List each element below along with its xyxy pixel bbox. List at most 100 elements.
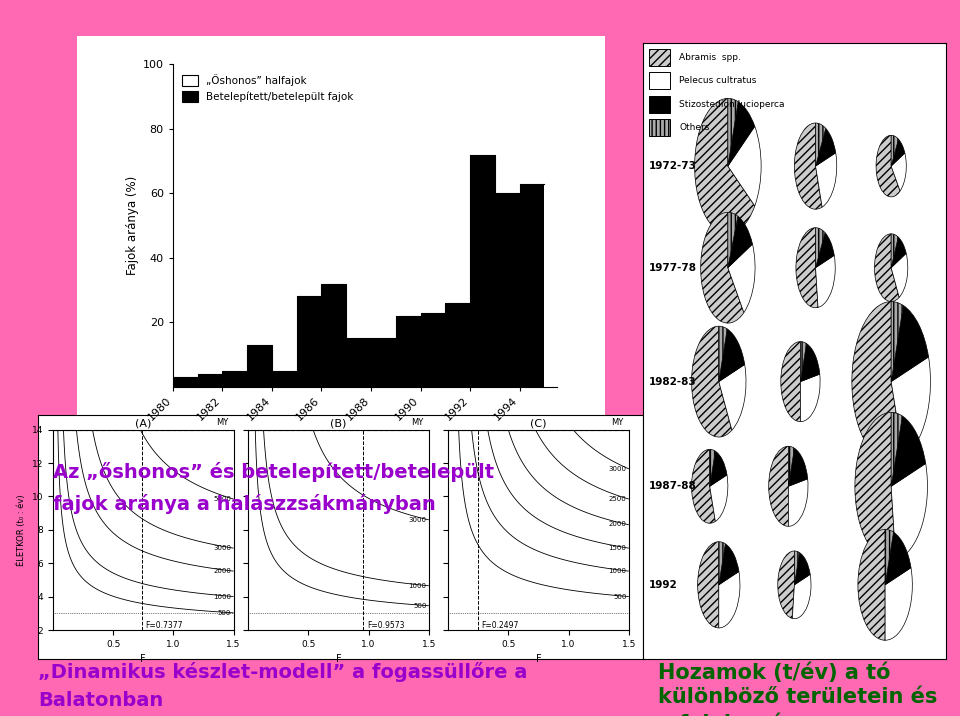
Wedge shape	[788, 479, 808, 526]
Wedge shape	[728, 216, 753, 268]
Text: Balatonban: Balatonban	[38, 691, 163, 710]
Text: 3000: 3000	[609, 466, 626, 472]
Text: MY: MY	[411, 417, 423, 427]
Text: MY: MY	[612, 417, 623, 427]
Wedge shape	[728, 102, 755, 166]
Wedge shape	[778, 551, 795, 619]
Wedge shape	[719, 326, 728, 382]
Wedge shape	[891, 463, 927, 560]
Wedge shape	[891, 237, 906, 268]
Wedge shape	[695, 98, 755, 234]
Wedge shape	[885, 529, 894, 585]
Wedge shape	[891, 253, 908, 297]
Wedge shape	[891, 139, 905, 166]
Wedge shape	[796, 228, 818, 308]
Wedge shape	[719, 364, 746, 430]
Y-axis label: Fajok aránya (%): Fajok aránya (%)	[126, 176, 138, 275]
Text: különböző területein és: különböző területein és	[658, 687, 937, 707]
Text: 1000: 1000	[408, 583, 426, 589]
Wedge shape	[719, 542, 726, 585]
Wedge shape	[891, 153, 906, 191]
Text: Pelecus cultratus: Pelecus cultratus	[680, 77, 756, 85]
Wedge shape	[701, 212, 744, 323]
Text: 500: 500	[413, 603, 426, 609]
Text: 5000: 5000	[213, 496, 231, 502]
Wedge shape	[719, 571, 740, 628]
Text: 1982-83: 1982-83	[649, 377, 697, 387]
Text: 2000: 2000	[609, 521, 626, 527]
Wedge shape	[691, 326, 732, 437]
X-axis label: F: F	[536, 654, 541, 664]
Wedge shape	[728, 244, 756, 313]
Text: 1987-88: 1987-88	[649, 481, 697, 491]
Wedge shape	[891, 416, 925, 486]
Bar	[649, 49, 670, 66]
Bar	[649, 72, 670, 90]
Wedge shape	[780, 342, 801, 422]
Text: 1992: 1992	[649, 580, 678, 590]
Wedge shape	[855, 412, 896, 560]
Wedge shape	[801, 344, 820, 382]
Wedge shape	[728, 98, 738, 166]
Text: 2500: 2500	[609, 496, 626, 502]
Text: 2000: 2000	[213, 568, 231, 574]
Wedge shape	[709, 450, 715, 486]
Wedge shape	[728, 212, 738, 268]
Legend: „Őshonos” halfajok, Betelepített/betelepült fajok: „Őshonos” halfajok, Betelepített/betelep…	[178, 69, 358, 106]
Wedge shape	[709, 475, 728, 521]
Wedge shape	[891, 301, 903, 382]
Wedge shape	[816, 128, 836, 166]
Wedge shape	[801, 342, 806, 382]
Wedge shape	[795, 553, 810, 585]
Text: 500: 500	[218, 610, 231, 616]
Text: Others: Others	[680, 123, 709, 132]
Wedge shape	[816, 153, 837, 207]
Bar	[649, 119, 670, 136]
Text: MY: MY	[216, 417, 228, 427]
Title: (B): (B)	[330, 419, 347, 429]
Text: Hozamok (t/év) a tó: Hozamok (t/év) a tó	[658, 662, 890, 683]
Text: 1500: 1500	[609, 546, 626, 551]
Text: 500: 500	[613, 594, 626, 600]
Text: a fajok aránya: a fajok aránya	[658, 712, 826, 716]
Text: 3000: 3000	[408, 517, 426, 523]
Wedge shape	[801, 374, 820, 422]
Text: F=0.9573: F=0.9573	[367, 621, 404, 629]
Wedge shape	[792, 574, 811, 619]
Wedge shape	[728, 126, 761, 206]
Text: Abramis  spp.: Abramis spp.	[680, 53, 741, 62]
Wedge shape	[891, 234, 899, 268]
Wedge shape	[858, 529, 885, 640]
Text: Stizostedion lucioperca: Stizostedion lucioperca	[680, 100, 785, 109]
Wedge shape	[852, 301, 903, 462]
Wedge shape	[891, 135, 899, 166]
Text: Az „őshonos” és betelepített/betelepült: Az „őshonos” és betelepített/betelepült	[53, 462, 494, 482]
X-axis label: F: F	[336, 654, 341, 664]
Text: 1000: 1000	[213, 594, 231, 600]
Wedge shape	[788, 446, 795, 486]
Text: F=0.2497: F=0.2497	[482, 621, 519, 629]
Text: „Dinamikus készlet-modell” a fogassüllőre a: „Dinamikus készlet-modell” a fogassüllőr…	[38, 662, 528, 682]
Wedge shape	[891, 357, 930, 458]
Text: fajok aránya a halászzsákmányban: fajok aránya a halászzsákmányban	[53, 494, 436, 514]
Wedge shape	[876, 135, 900, 197]
Text: 1972-73: 1972-73	[649, 161, 697, 171]
Wedge shape	[816, 256, 835, 307]
Text: 1000: 1000	[609, 568, 626, 574]
Wedge shape	[885, 532, 911, 585]
Wedge shape	[885, 568, 912, 640]
X-axis label: F: F	[140, 654, 146, 664]
Y-axis label: ÉLETKOR (t₀ : év): ÉLETKOR (t₀ : év)	[16, 494, 26, 566]
Wedge shape	[891, 306, 928, 382]
Text: F=0.7377: F=0.7377	[145, 621, 182, 629]
Wedge shape	[719, 329, 745, 382]
Title: (C): (C)	[530, 419, 546, 429]
Bar	[649, 95, 670, 113]
Title: (A): (A)	[135, 419, 152, 429]
Wedge shape	[795, 551, 800, 585]
Text: 3000: 3000	[213, 546, 231, 551]
Wedge shape	[709, 451, 727, 486]
Wedge shape	[691, 450, 715, 523]
Wedge shape	[719, 544, 739, 585]
Wedge shape	[891, 412, 902, 486]
